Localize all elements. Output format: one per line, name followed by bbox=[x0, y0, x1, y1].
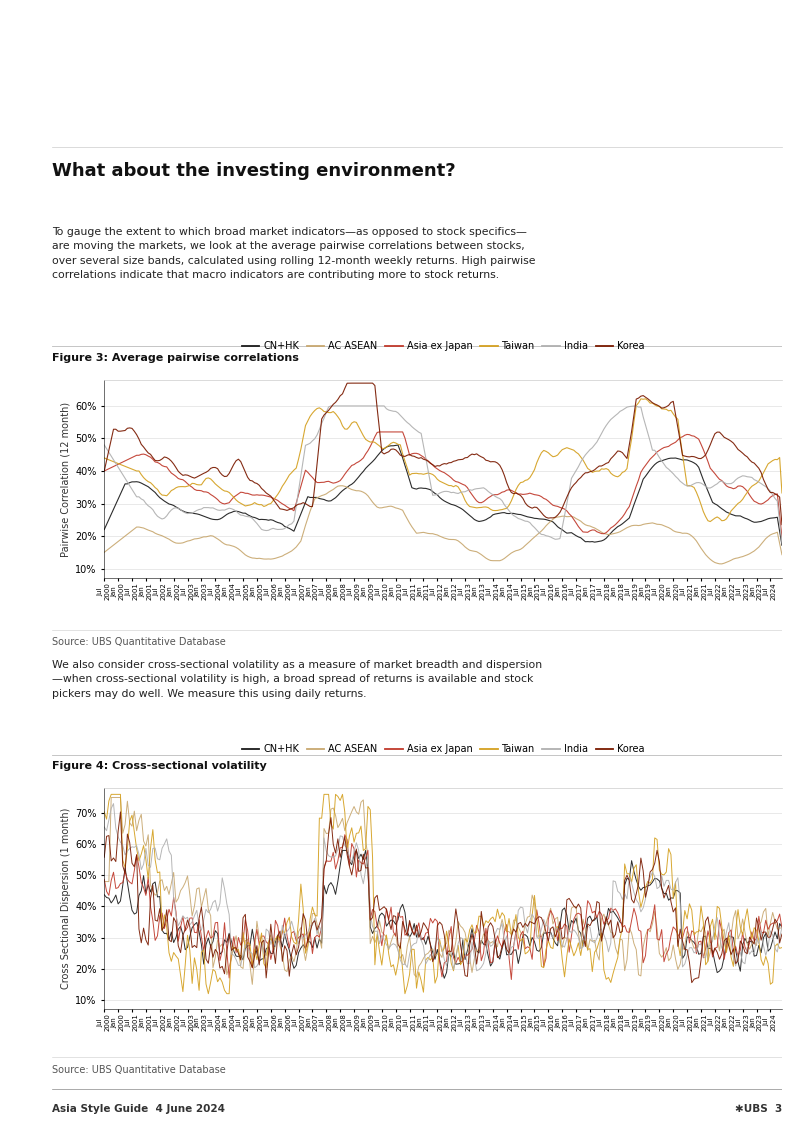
Legend: CN+HK, AC ASEAN, Asia ex Japan, Taiwan, India, Korea: CN+HK, AC ASEAN, Asia ex Japan, Taiwan, … bbox=[241, 744, 645, 754]
Text: Source: UBS Quantitative Database: Source: UBS Quantitative Database bbox=[52, 637, 226, 648]
Text: Asia Style Guide  4 June 2024: Asia Style Guide 4 June 2024 bbox=[52, 1105, 225, 1114]
Text: Figure 3: Average pairwise correlations: Figure 3: Average pairwise correlations bbox=[52, 353, 299, 363]
Text: Figure 4: Cross-sectional volatility: Figure 4: Cross-sectional volatility bbox=[52, 761, 267, 771]
Text: ✱UBS  3: ✱UBS 3 bbox=[735, 1105, 782, 1114]
Y-axis label: Pairwise Correlation (12 month): Pairwise Correlation (12 month) bbox=[61, 401, 71, 557]
Text: What about the investing environment?: What about the investing environment? bbox=[52, 161, 456, 179]
Legend: CN+HK, AC ASEAN, Asia ex Japan, Taiwan, India, Korea: CN+HK, AC ASEAN, Asia ex Japan, Taiwan, … bbox=[241, 341, 645, 352]
Text: We also consider cross-sectional volatility as a measure of market breadth and d: We also consider cross-sectional volatil… bbox=[52, 660, 542, 699]
Text: Source: UBS Quantitative Database: Source: UBS Quantitative Database bbox=[52, 1065, 226, 1075]
Y-axis label: Cross Sectional Dispersion (1 month): Cross Sectional Dispersion (1 month) bbox=[61, 809, 71, 989]
Text: To gauge the extent to which broad market indicators—as opposed to stock specifi: To gauge the extent to which broad marke… bbox=[52, 227, 536, 280]
